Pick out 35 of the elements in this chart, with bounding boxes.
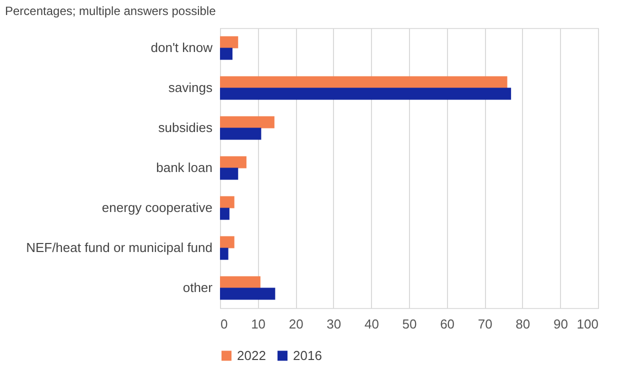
bar [220,156,246,168]
y-tick-label: don't know [150,40,214,55]
x-tick-label: 0 [220,316,228,332]
text: Percentages; multiple answers possible [5,4,216,18]
bar [220,48,232,60]
y-tick-label: energy cooperative [102,200,212,215]
x-tick-label: 70 [478,316,492,332]
bar [220,288,276,300]
y-tick-label: other [182,280,214,295]
x-tick-label: 100 [576,316,598,332]
x-tick-label: 10 [251,316,266,332]
bar [220,236,234,248]
bar [220,116,274,128]
bar [220,168,238,180]
bar [220,248,228,260]
x-tick-label: 80 [516,316,530,332]
x-tick-label: 90 [553,316,568,332]
y-tick-label: subsidies [158,120,213,135]
legend-label: 2016 [293,348,322,363]
legend-label: 2022 [237,348,266,363]
bar [220,208,230,220]
bar [220,76,508,88]
bar [220,128,262,140]
x-tick-label: 30 [326,316,342,332]
y-tick-label: NEF/heat fund or municipal fund [26,240,212,255]
y-tick-label: bank loan [156,160,212,175]
bar [220,36,238,48]
x-tick-label: 60 [440,316,455,332]
y-tick-label: savings [168,80,213,95]
x-tick-label: 50 [402,316,417,332]
x-tick-label: 40 [364,316,379,332]
bar [220,196,234,208]
bar [220,88,512,100]
x-tick-label: 20 [288,316,304,332]
bar [220,276,260,288]
